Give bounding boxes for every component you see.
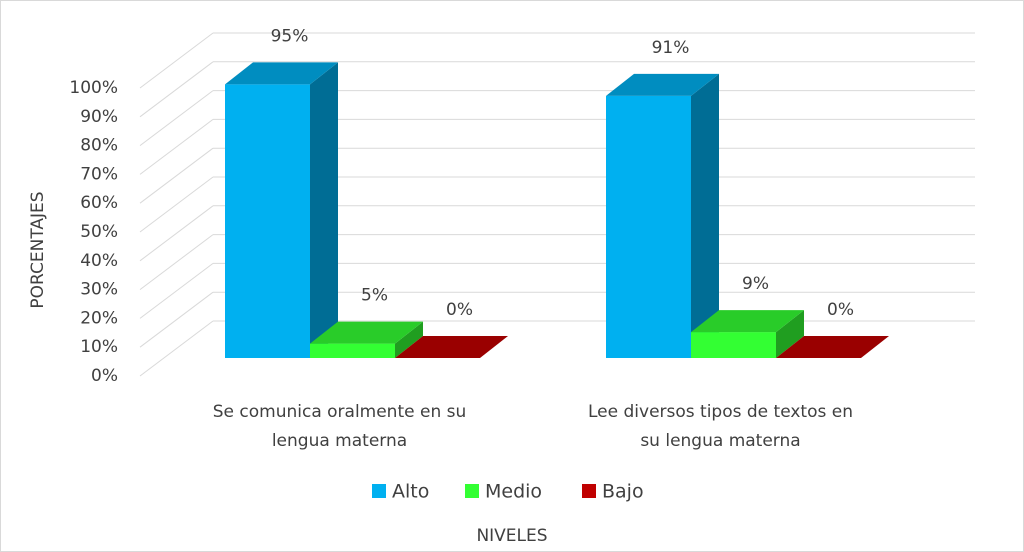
grid-line-side [139,176,214,233]
bar-front [606,95,691,359]
grid-line-side [139,263,214,319]
grid-line-side [139,291,214,348]
bar-side [776,310,804,358]
y-tick-label: 60% [80,193,118,213]
legend-label: Alto [392,481,429,503]
bar-top [776,336,889,358]
data-label: 0% [827,300,854,320]
y-axis-title: PORCENTAJES [28,191,48,308]
bar-side [310,62,338,359]
grid-line-side [139,90,214,146]
bar-front [691,332,776,358]
data-label: 5% [361,286,388,306]
y-tick-label: 100% [69,78,118,98]
data-label: 0% [446,300,473,320]
legend-label: Bajo [602,481,644,503]
bar-top [225,62,338,85]
bar-top [606,73,719,96]
legend-swatch [582,484,596,498]
bar-front [310,343,395,358]
bar-top [395,336,508,358]
x-tick-label: Lee diversos tipos de textos en [588,402,853,422]
legend-swatch [372,484,386,498]
grid-line-side [139,147,214,204]
y-tick-label: 50% [80,222,118,242]
y-tick-label: 40% [80,251,118,271]
legend-swatch [465,484,479,498]
grid-line-side [139,205,214,262]
data-label: 95% [271,26,309,46]
x-tick-label: lengua materna [272,431,407,451]
bar-side [691,73,719,359]
grid-line-side [139,320,214,377]
y-tick-label: 90% [80,107,118,127]
y-tick-label: 10% [80,337,118,357]
grid-line-side [139,119,214,175]
y-tick-label: 20% [80,308,118,328]
y-tick-label: 30% [80,280,118,300]
bar-top [691,310,804,333]
y-tick-label: 80% [80,136,118,156]
grid-line-side [139,61,214,118]
bar-top [310,321,423,344]
x-tick-label: Se comunica oralmente en su [213,402,467,422]
bar-front [225,84,310,359]
data-label: 91% [652,38,690,58]
data-label: 9% [742,274,769,294]
bar-side [395,321,423,358]
legend-label: Medio [485,481,542,503]
y-tick-label: 0% [91,366,118,386]
y-tick-label: 70% [80,164,118,184]
x-tick-label: su lengua materna [640,431,800,451]
grid-line-side [139,234,214,290]
x-axis-title: NIVELES [476,526,547,546]
grid-line-side [139,32,214,89]
